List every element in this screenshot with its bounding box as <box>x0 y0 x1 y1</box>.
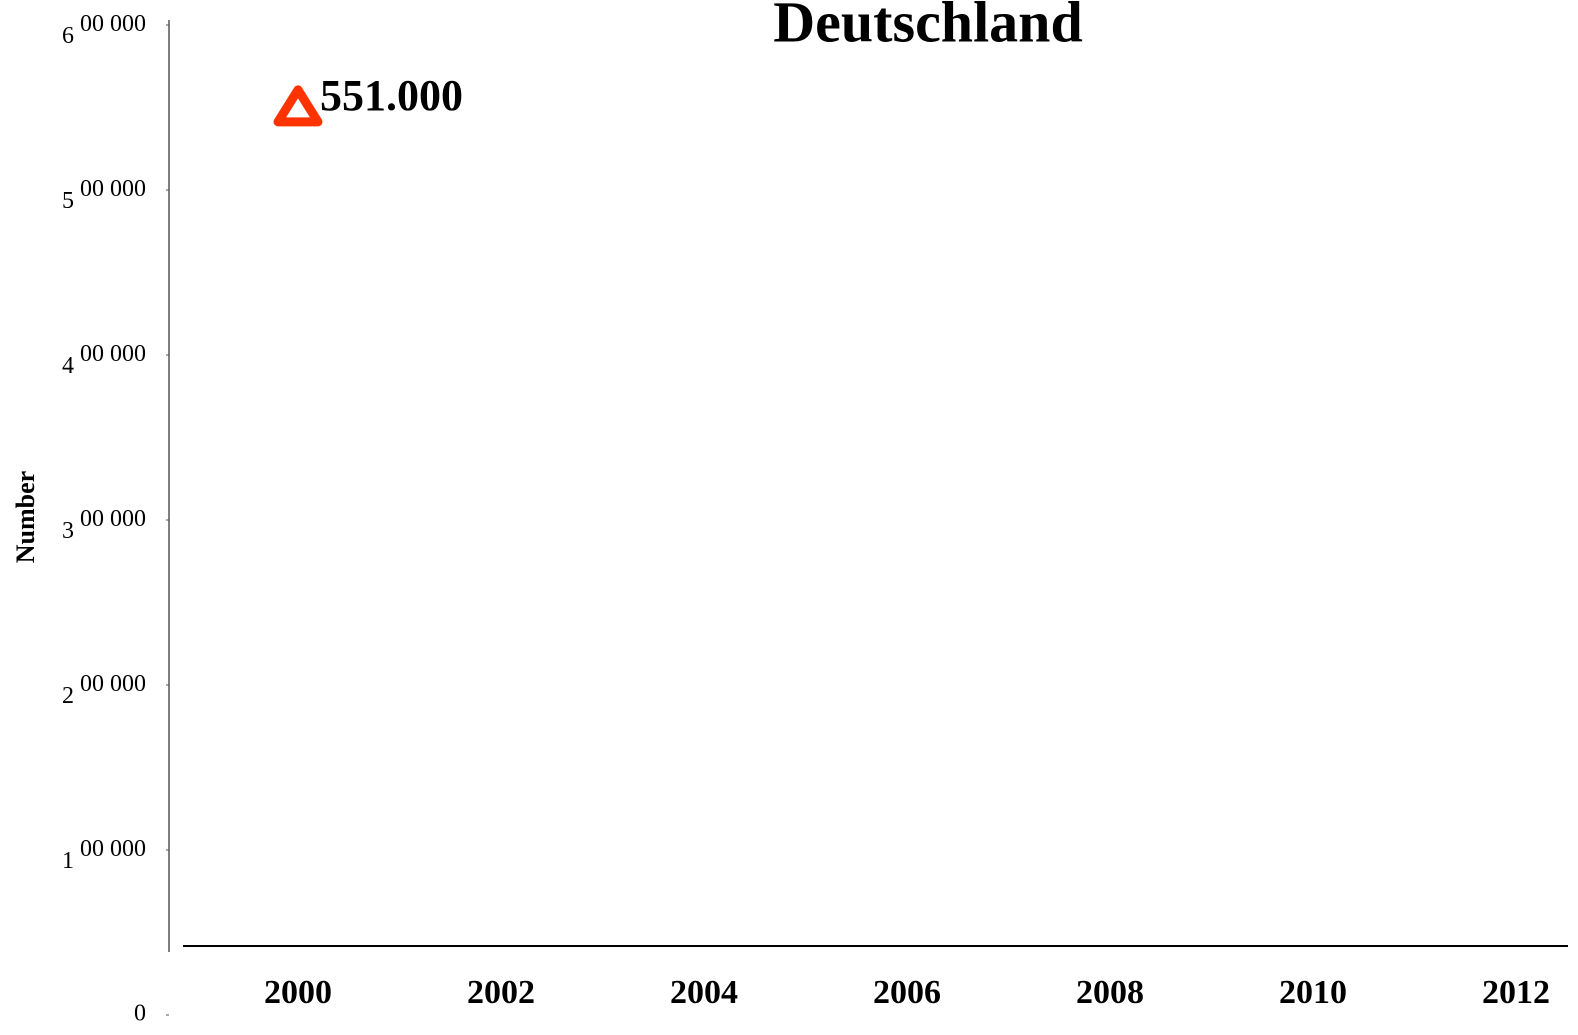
y-tick-label: 3 00 000 <box>62 506 146 544</box>
y-axis-label: Number <box>11 471 40 563</box>
x-tick-label: 2008 <box>1076 974 1144 1011</box>
data-label: 551.000 <box>320 71 463 120</box>
data-point <box>273 85 323 127</box>
x-tick-label: 2006 <box>873 974 941 1011</box>
x-tick-label: 2002 <box>467 974 535 1011</box>
y-tick-label: 1 00 000 <box>62 836 146 874</box>
y-tick-label: 0 <box>134 1001 146 1027</box>
y-tick-label: 2 00 000 <box>62 671 146 709</box>
y-tick-label: 6 00 000 <box>62 11 146 49</box>
x-tick-label: 2010 <box>1279 974 1347 1011</box>
x-tick-label: 2000 <box>264 974 332 1011</box>
chart-title: Deutschland <box>773 0 1082 54</box>
x-tick-label: 2004 <box>670 974 738 1011</box>
y-tick-label: 4 00 000 <box>62 341 146 379</box>
x-tick-label: 2012 <box>1482 974 1550 1011</box>
y-tick-label: 5 00 000 <box>62 176 146 214</box>
